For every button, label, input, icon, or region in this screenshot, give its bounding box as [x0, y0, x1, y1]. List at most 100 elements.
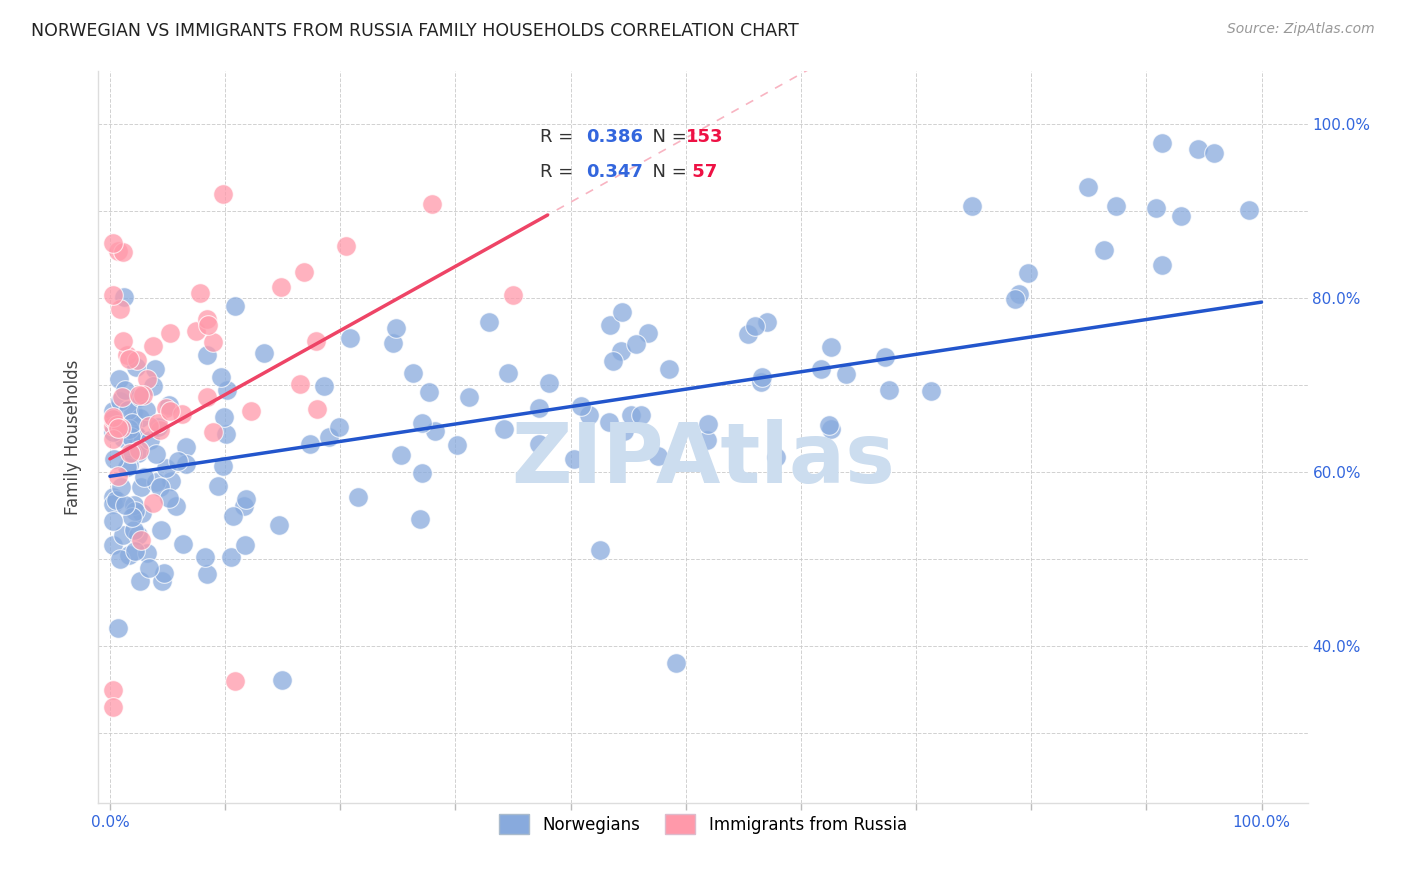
Point [128, 574, 150, 588]
Point [307, 401, 329, 416]
Point [153, 566, 176, 580]
Point [128, 390, 150, 404]
Point [172, 537, 194, 551]
Point [202, 335, 225, 350]
Point [174, 457, 197, 471]
Point [1150, 136, 1173, 150]
Point [610, 344, 633, 359]
Point [128, 388, 150, 402]
Point [195, 312, 218, 326]
Point [117, 422, 139, 436]
Point [122, 498, 145, 512]
Point [104, 493, 127, 508]
Point [207, 479, 229, 493]
Point [288, 376, 311, 391]
Point [197, 318, 219, 332]
Point [1144, 201, 1167, 215]
Point [111, 528, 134, 542]
Point [446, 438, 468, 452]
Point [103, 700, 125, 714]
Point [235, 491, 257, 506]
Point [134, 470, 156, 484]
Point [159, 404, 181, 418]
Point [129, 480, 152, 494]
Point [103, 235, 125, 250]
Point [492, 422, 515, 436]
Point [107, 468, 129, 483]
Point [135, 546, 157, 560]
Point [135, 403, 157, 417]
Point [1150, 258, 1173, 272]
Point [267, 518, 290, 533]
Point [314, 379, 336, 393]
Point [103, 412, 125, 426]
Point [131, 506, 153, 520]
Point [108, 372, 131, 386]
Point [112, 244, 135, 259]
Point [107, 621, 129, 635]
Text: ZIPAtlas: ZIPAtlas [510, 418, 896, 500]
Text: R =: R = [540, 162, 579, 180]
Text: 0.347: 0.347 [586, 162, 643, 180]
Point [502, 288, 524, 302]
Point [1105, 199, 1128, 213]
Point [103, 432, 125, 446]
Point [103, 682, 125, 697]
Point [121, 445, 143, 459]
Point [138, 561, 160, 575]
Text: N =: N = [641, 162, 693, 180]
Point [148, 416, 170, 430]
Point [157, 398, 180, 412]
Point [339, 330, 361, 344]
Point [155, 401, 177, 415]
Point [103, 418, 125, 433]
Text: Source: ZipAtlas.com: Source: ZipAtlas.com [1227, 22, 1375, 37]
Point [817, 418, 839, 433]
Point [239, 403, 262, 417]
Point [166, 453, 188, 467]
Point [142, 378, 165, 392]
Text: 0.386: 0.386 [586, 128, 643, 145]
Point [292, 264, 315, 278]
Point [381, 335, 404, 350]
Point [610, 305, 633, 319]
Point [744, 318, 766, 333]
Text: N =: N = [641, 128, 693, 145]
Point [385, 320, 408, 334]
Point [117, 348, 139, 362]
Point [328, 420, 350, 434]
Point [117, 402, 139, 417]
Point [120, 446, 142, 460]
Point [150, 574, 173, 589]
Point [125, 360, 148, 375]
Point [630, 408, 652, 422]
Point [135, 372, 157, 386]
Point [411, 416, 433, 430]
Point [224, 299, 246, 313]
Point [537, 376, 560, 390]
Point [389, 449, 412, 463]
Point [1092, 244, 1115, 258]
Point [253, 346, 276, 360]
Point [765, 450, 787, 464]
Point [124, 504, 146, 518]
Point [108, 301, 131, 316]
Point [145, 475, 167, 490]
Point [562, 452, 585, 467]
Point [202, 425, 225, 439]
Point [212, 187, 235, 202]
Point [132, 388, 155, 402]
Point [599, 318, 621, 332]
Point [194, 550, 217, 565]
Point [271, 673, 294, 688]
Point [665, 657, 688, 671]
Point [318, 430, 340, 444]
Point [658, 361, 681, 376]
Point [142, 496, 165, 510]
Point [118, 458, 141, 472]
Point [188, 285, 211, 300]
Point [598, 415, 620, 429]
Point [118, 351, 141, 366]
Point [232, 500, 254, 514]
Point [103, 451, 125, 466]
